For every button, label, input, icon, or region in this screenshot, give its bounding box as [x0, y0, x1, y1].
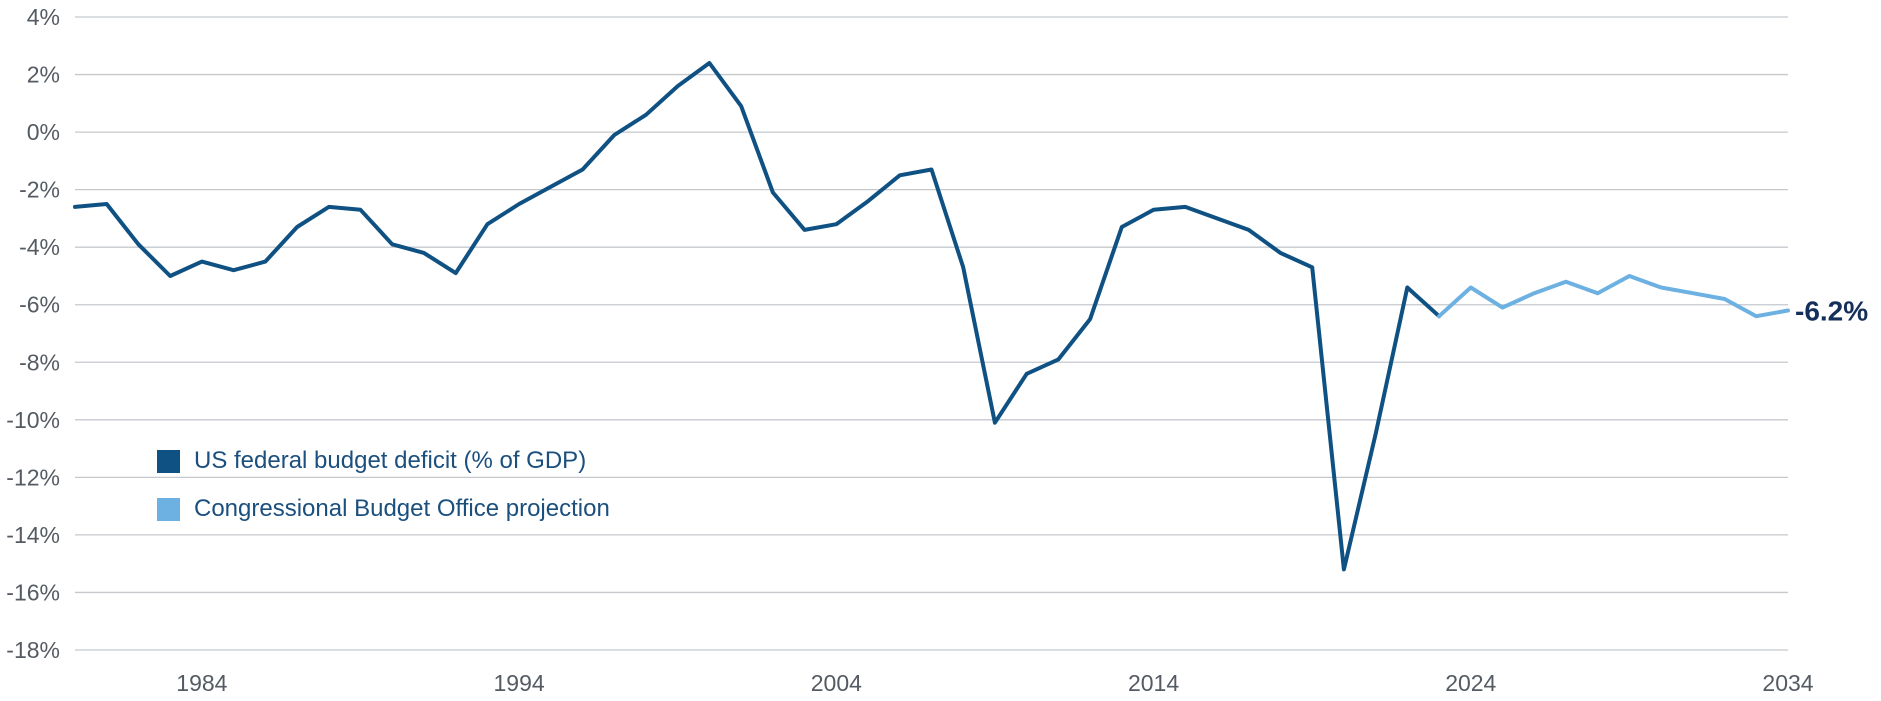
- y-tick-label: 0%: [27, 119, 60, 145]
- y-tick-label: -4%: [19, 234, 60, 260]
- y-tick-label: -12%: [6, 464, 60, 490]
- projection-series-line: [1437, 274, 1790, 319]
- legend-swatch-deficit: [157, 449, 180, 473]
- x-tick-label: 1984: [176, 670, 227, 696]
- x-tick-label: 1994: [494, 670, 545, 696]
- y-tick-label: 4%: [27, 4, 60, 30]
- legend: US federal budget deficit (% of GDP) Con…: [157, 437, 610, 533]
- legend-label-projection: Congressional Budget Office projection: [194, 495, 610, 522]
- x-tick-label: 2024: [1445, 670, 1496, 696]
- y-axis-tick-labels: 4% 2% 0% -2% -4% -6% -8% -10% -12% -14% -16% -18%: [6, 4, 60, 663]
- y-tick-label: -8%: [19, 349, 60, 375]
- legend-label-deficit: US federal budget deficit (% of GDP): [194, 447, 587, 474]
- y-tick-label: -14%: [6, 522, 60, 548]
- x-tick-label: 2004: [811, 670, 862, 696]
- final-value-label: -6.2%: [1795, 295, 1868, 326]
- x-tick-label: 2034: [1762, 670, 1813, 696]
- data-series: [73, 61, 1790, 572]
- y-tick-label: -6%: [19, 292, 60, 318]
- y-tick-label: -18%: [6, 637, 60, 663]
- deficit-series-line: [73, 61, 1442, 572]
- y-tick-label: -2%: [19, 177, 60, 203]
- legend-item-projection: Congressional Budget Office projection: [157, 485, 610, 533]
- gridlines: [75, 16, 1788, 651]
- x-axis-tick-labels: 1984 1994 2004 2014 2024 2034: [176, 670, 1813, 696]
- y-tick-label: -16%: [6, 579, 60, 605]
- x-tick-label: 2014: [1128, 670, 1179, 696]
- y-tick-label: 2%: [27, 62, 60, 88]
- legend-item-deficit: US federal budget deficit (% of GDP): [157, 437, 610, 485]
- legend-swatch-projection: [157, 497, 180, 521]
- y-tick-label: -10%: [6, 407, 60, 433]
